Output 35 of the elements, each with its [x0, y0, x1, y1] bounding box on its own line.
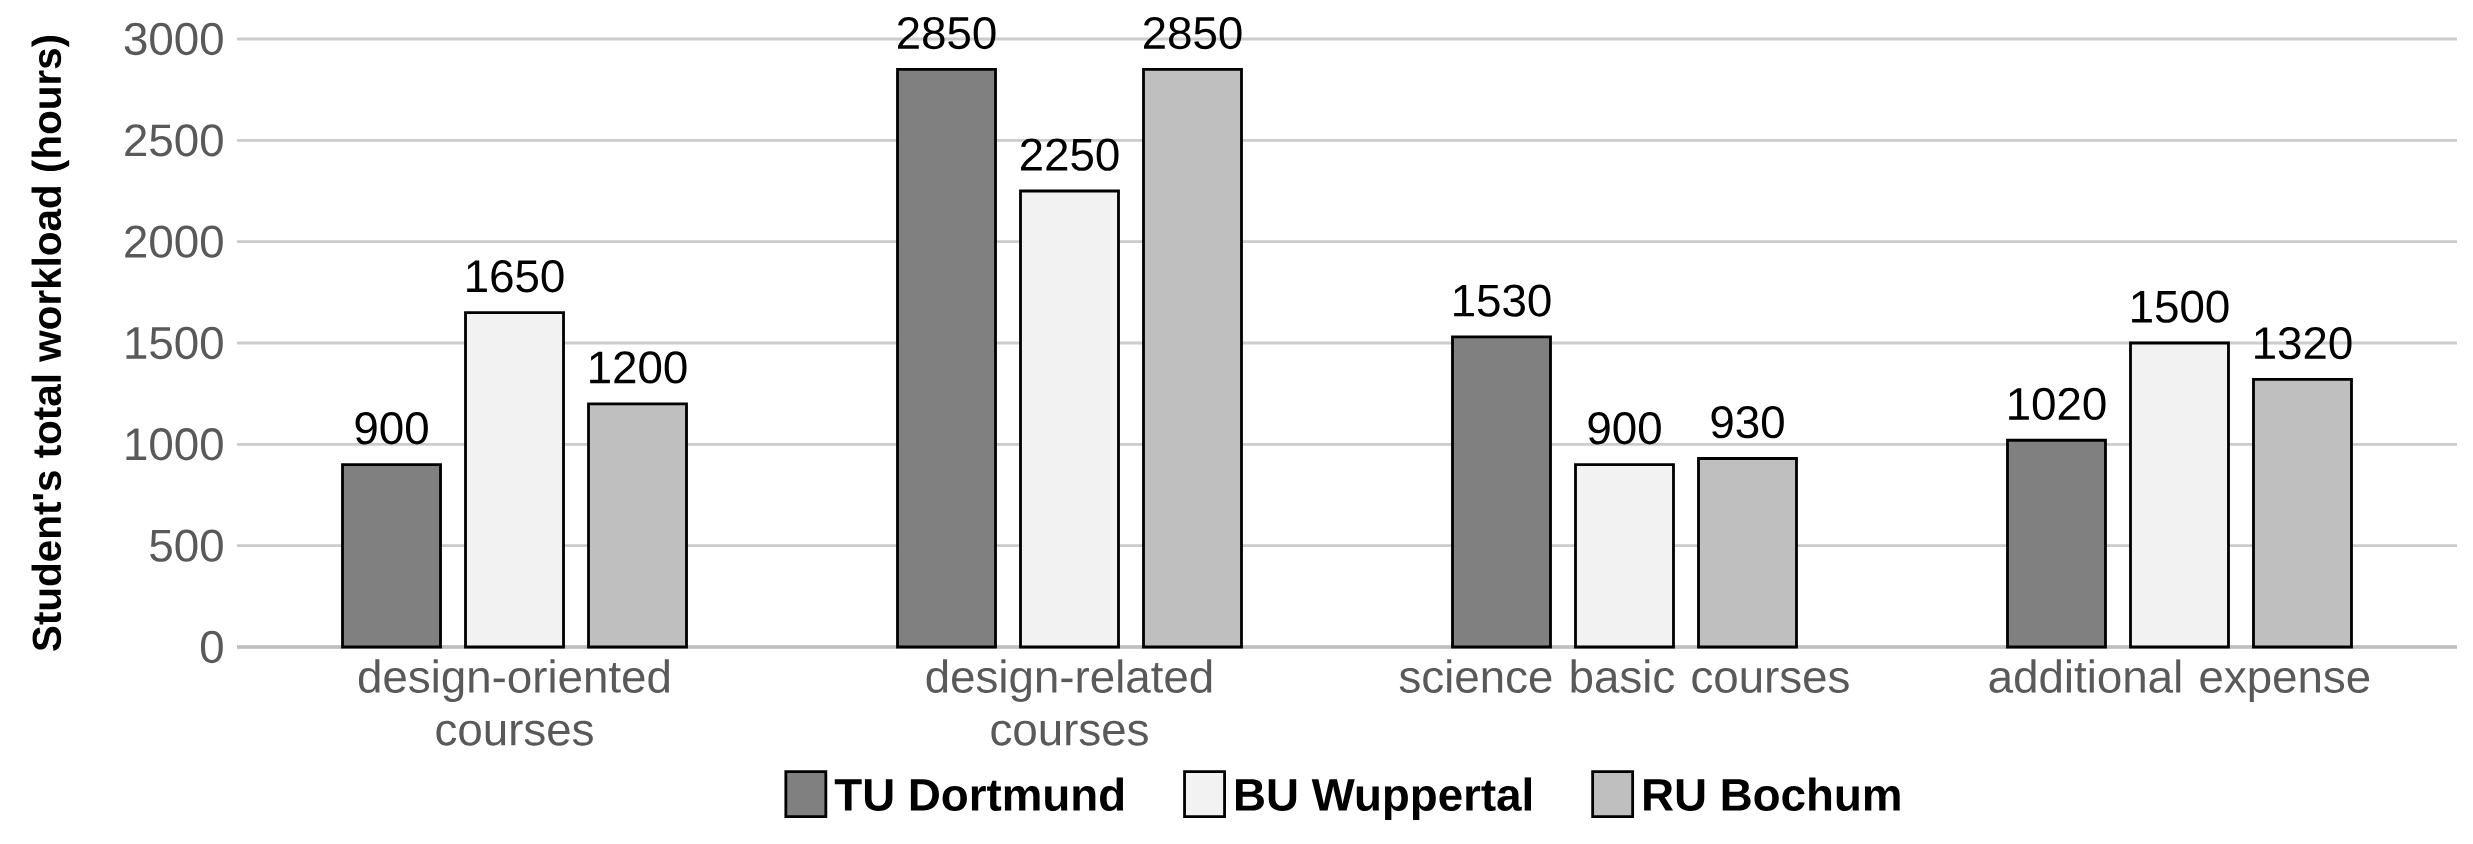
data-label: 1650	[467, 260, 564, 293]
y-tick-label: 3000	[124, 22, 223, 56]
bar	[341, 463, 442, 649]
data-label: 900	[1588, 412, 1661, 445]
bar	[896, 67, 997, 649]
x-tick-label: design-oriented courses	[358, 659, 670, 746]
x-tick-label: science basic courses	[1399, 659, 1849, 693]
bar	[2129, 341, 2230, 649]
data-label: 900	[355, 412, 428, 445]
x-tick-label: additional expense	[1989, 659, 2370, 702]
y-axis-title: Student's total workload (hours)	[31, 35, 70, 651]
x-tick-label: design-related courses	[926, 659, 1212, 746]
y-tick-label: 2000	[125, 225, 223, 258]
y-tick-label: 500	[150, 529, 223, 562]
y-tick-label: 2500	[125, 124, 223, 157]
bar	[1019, 189, 1120, 649]
bar	[1574, 463, 1675, 649]
legend-label: TU Dortmund	[834, 777, 1124, 811]
data-label: 1500	[2132, 290, 2229, 323]
data-label: 1200	[590, 351, 687, 384]
data-label: 1020	[2009, 387, 2106, 421]
bar	[464, 311, 565, 649]
legend-label: RU Bochum	[1644, 777, 1900, 811]
y-tick-label: 1000	[126, 428, 223, 461]
bar	[2006, 438, 2107, 649]
data-label: 930	[1711, 406, 1784, 439]
data-label: 1530	[1454, 284, 1551, 317]
data-label: 2850	[1144, 16, 1242, 50]
bar	[1451, 335, 1552, 649]
data-label: 2250	[1021, 138, 1119, 171]
y-tick-label: 1500	[126, 326, 223, 360]
y-tick-label: 0	[200, 630, 223, 664]
data-label: 2850	[898, 16, 996, 50]
data-label: 1320	[2255, 326, 2352, 360]
legend-label: BU Wuppertal	[1236, 777, 1531, 821]
